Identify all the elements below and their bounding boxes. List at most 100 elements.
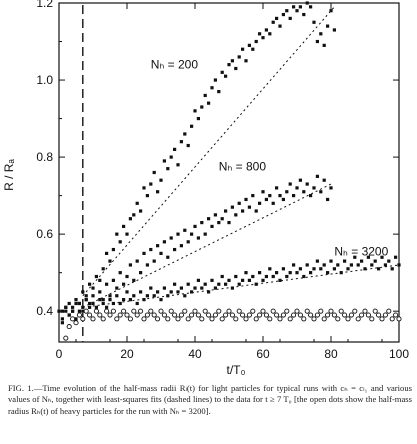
data-point	[193, 286, 197, 290]
data-point-open	[70, 316, 76, 322]
data-point-open	[270, 308, 276, 314]
data-point-open	[76, 312, 82, 318]
data-point	[302, 274, 306, 279]
data-point	[281, 197, 285, 202]
data-point	[183, 294, 187, 298]
data-point	[149, 286, 153, 290]
data-point-open	[168, 308, 174, 314]
data-point	[142, 298, 146, 302]
data-point	[234, 213, 238, 217]
x-tick-label: 60	[256, 347, 270, 361]
data-point	[295, 9, 299, 13]
data-point	[190, 124, 194, 128]
data-point	[302, 190, 306, 194]
data-point-open	[274, 312, 280, 318]
data-point	[261, 278, 265, 282]
fit-line	[82, 6, 335, 297]
data-point	[196, 278, 200, 282]
fit-line	[82, 264, 400, 308]
data-point	[322, 43, 326, 47]
data-point	[67, 313, 71, 317]
data-point	[183, 132, 187, 136]
data-point	[64, 309, 68, 313]
data-point-open	[287, 316, 293, 322]
data-point-open	[148, 308, 154, 314]
data-point	[91, 286, 95, 290]
data-point	[254, 209, 258, 213]
data-point	[292, 263, 296, 267]
data-point	[183, 228, 187, 232]
data-point	[152, 294, 156, 298]
data-point-open	[178, 312, 184, 318]
data-point	[156, 244, 160, 248]
data-point	[186, 143, 190, 148]
data-point-open	[175, 316, 181, 322]
data-point	[207, 290, 211, 294]
data-point	[322, 178, 326, 182]
data-point	[210, 224, 214, 229]
data-point	[98, 298, 102, 302]
data-point	[210, 278, 214, 282]
data-point-open	[263, 312, 269, 318]
x-tick-label: 20	[120, 347, 134, 361]
data-point	[224, 74, 228, 78]
data-point-open	[331, 312, 337, 318]
data-point	[176, 232, 180, 236]
data-point	[118, 301, 122, 306]
data-point	[88, 301, 92, 306]
data-point	[203, 93, 207, 98]
data-point-open	[206, 312, 212, 318]
figure-caption: FIG. 1.—Time evolution of the half-mass …	[8, 383, 412, 416]
data-point-open	[189, 312, 195, 318]
series-label: Nₕ = 800	[219, 160, 267, 174]
data-point-open	[277, 316, 283, 322]
data-point	[210, 86, 214, 90]
data-point-open	[121, 308, 127, 314]
data-point	[234, 274, 238, 279]
data-point	[288, 271, 292, 275]
data-point	[101, 298, 105, 302]
data-point	[329, 186, 333, 190]
data-point	[258, 32, 262, 36]
data-point-open	[212, 312, 218, 318]
data-point	[312, 20, 316, 24]
data-point	[115, 286, 119, 290]
data-point	[319, 267, 323, 271]
data-point-open	[267, 316, 273, 322]
data-point-open	[328, 308, 334, 314]
data-point	[74, 317, 78, 321]
data-point-open	[97, 312, 103, 318]
data-point	[125, 290, 129, 294]
data-point	[203, 282, 207, 286]
data-point	[288, 16, 292, 21]
data-point	[241, 47, 245, 51]
data-point-open	[172, 312, 178, 318]
data-point-open	[93, 308, 99, 314]
data-point	[227, 63, 231, 67]
data-point	[224, 282, 228, 286]
data-point-open	[379, 316, 385, 322]
data-point	[309, 5, 313, 9]
data-point	[383, 263, 387, 267]
data-point-open	[376, 312, 382, 318]
data-point-open	[182, 308, 188, 314]
data-point	[145, 263, 149, 267]
data-point	[74, 301, 78, 306]
data-point-open	[141, 316, 147, 322]
data-point	[60, 317, 64, 321]
data-point	[329, 9, 333, 13]
data-point	[292, 194, 296, 198]
data-point	[71, 305, 75, 309]
data-point	[247, 43, 251, 47]
data-point-open	[369, 316, 375, 322]
data-point	[244, 271, 248, 275]
data-point	[108, 298, 112, 302]
data-point	[336, 263, 340, 267]
data-point	[220, 70, 224, 74]
data-point-open	[280, 312, 286, 318]
data-point-open	[352, 308, 358, 314]
data-point	[159, 178, 163, 182]
data-point	[254, 282, 258, 286]
data-point	[203, 232, 207, 236]
data-point	[162, 159, 166, 163]
